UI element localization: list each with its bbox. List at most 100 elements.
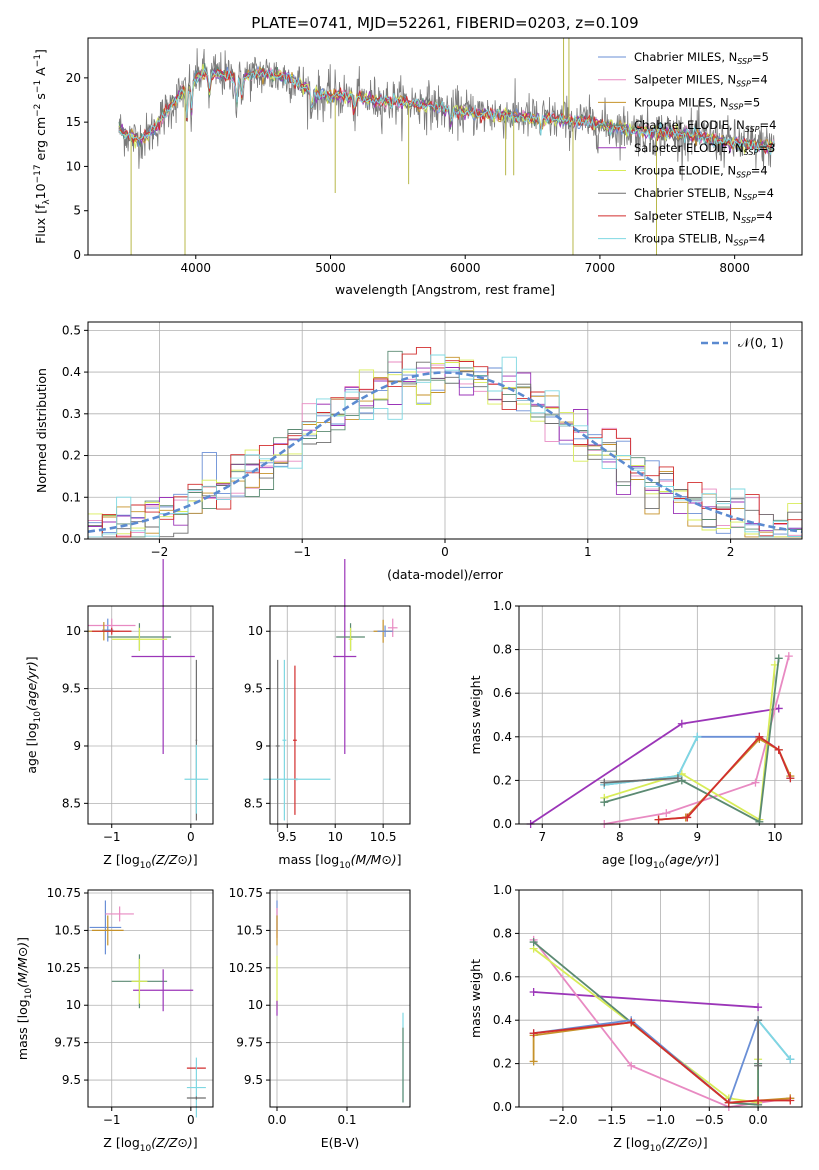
weight-point (662, 809, 671, 818)
legend-sub: SSP (729, 102, 744, 111)
y-tick-label: 9.5 (244, 682, 263, 696)
label-sub: 10 (653, 861, 665, 871)
y-tick-label: 9 (73, 739, 81, 753)
legend-entry: Salpeter STELIB, NSSP=4 (634, 209, 773, 225)
x-tick-label: −1.0 (646, 1113, 675, 1127)
y-tick-label: 0.3 (62, 407, 81, 421)
label-part: mass [log (278, 852, 339, 867)
legend-entry: Kroupa ELODIE, NSSP=4 (634, 164, 768, 180)
weight-series (530, 707, 779, 825)
y-tick-label: 0.2 (493, 773, 512, 787)
y-tick-label: 0.6 (493, 970, 512, 984)
legend-text: =4 (751, 164, 768, 178)
weight-point (754, 1096, 763, 1105)
y-tick-label: 10.25 (47, 961, 81, 975)
weight-point (600, 798, 609, 807)
y-tick-label: 10.75 (47, 886, 81, 900)
legend-sub: SSP (745, 125, 760, 134)
weight-point (627, 1061, 636, 1070)
weight-point (673, 774, 682, 783)
label-part: Z [log (103, 1135, 139, 1150)
weight-point (786, 774, 795, 783)
weight-series (533, 1018, 791, 1105)
weight-series (757, 1019, 791, 1060)
y-tick-label: 9.5 (62, 682, 81, 696)
weight-series (604, 777, 678, 784)
legend-entry: Chabrier STELIB, NSSP=4 (634, 186, 774, 202)
model-spectrum (118, 67, 775, 156)
label-part: (M/M⊙) (351, 852, 397, 867)
y-tick-label: 9 (255, 739, 263, 753)
weight-point (529, 987, 538, 996)
x-tick-label: 8 (616, 830, 624, 844)
weight-point (751, 778, 760, 787)
label-part: (age/yr) (24, 661, 39, 711)
x-tick-label: −1 (103, 1113, 121, 1127)
legend-sub: SSP (744, 148, 759, 157)
x-tick-label: 0 (187, 1113, 195, 1127)
legend-text: Kroupa MILES, N (634, 95, 729, 109)
residuals-panel: −2 −1 0 1 2 0.0 0.1 0.2 0.3 0.4 0.5 (data-model)/er… (34, 321, 803, 582)
weight-point (754, 1061, 763, 1070)
legend-text: =4 (757, 186, 774, 200)
legend-sub: SSP (742, 193, 757, 202)
weight-point (786, 1096, 795, 1105)
spectrum-panel: 4000 5000 6000 7000 8000 0 5 10 15 20 wavelength [… (33, 37, 803, 297)
x-tick-label: 0.1 (337, 1113, 356, 1127)
x-tick-label: 8000 (719, 261, 750, 275)
axes-frame (87, 889, 214, 1108)
label-part: A (33, 67, 48, 80)
weight-series (533, 1021, 791, 1104)
legend-text: Salpeter MILES, N (634, 73, 736, 87)
y-tick-label: 0.0 (493, 1100, 512, 1114)
x-tick-label: 0 (187, 830, 195, 844)
x-tick-label: 10 (328, 830, 343, 844)
weight-point (529, 1029, 538, 1038)
y-tick-label: 10 (66, 624, 81, 638)
legend-sub: SSP (737, 57, 752, 66)
legend-entry: Kroupa MILES, NSSP=5 (634, 95, 760, 111)
y-tick-label: 0.0 (62, 532, 81, 546)
legend-text: Salpeter ELODIE, N (634, 141, 744, 155)
label-part: age [log (602, 852, 653, 867)
mass-vs-ebv-panel: 0.0 0.1 9.5 9.75 10 10.25 10.5 10.75 E(B-V) (229, 886, 411, 1150)
label-part: (Z/Z⊙) (151, 1135, 193, 1150)
y-tick-label: 10.75 (229, 886, 263, 900)
label-sub: 10 (140, 1144, 152, 1154)
x-tick-label: −1 (293, 545, 311, 559)
legend-sub: SSP (736, 80, 751, 89)
x-axis-label: mass [log10(M/M⊙)] (278, 852, 401, 871)
legend-text: Kroupa ELODIE, N (634, 164, 736, 178)
weight-point (724, 1098, 733, 1107)
x-axis-label: Z [log10(Z/Z⊙)] (613, 1135, 707, 1154)
y-tick-label: 5 (73, 204, 81, 218)
legend-entry: Chabrier ELODIE, NSSP=4 (634, 118, 776, 134)
x-tick-label: 10 (767, 830, 782, 844)
x-tick-label: −1.5 (597, 1113, 626, 1127)
y-axis-label: Flux [fλ10−17 erg cm−2 s−1 A−1] (33, 49, 52, 244)
label-sub: 10 (33, 711, 43, 723)
y-tick-label: 10.25 (229, 961, 263, 975)
legend-entry: Salpeter ELODIE, NSSP=3 (634, 141, 775, 157)
y-tick-label: 9.5 (244, 1073, 263, 1087)
legend-text: =4 (760, 118, 777, 132)
x-tick-label: 4000 (181, 261, 212, 275)
y-tick-label: 15 (66, 115, 81, 129)
y-axis-label: Normed distribution (34, 368, 49, 493)
legend-entry: 𝒩(0, 1) (738, 335, 784, 350)
weight-series (604, 658, 780, 824)
label-part: −1 (33, 54, 43, 67)
label-part: ] (33, 49, 48, 54)
legend-sub: SSP (734, 239, 749, 248)
x-tick-label: 10.5 (370, 830, 397, 844)
y-tick-label: 0.4 (62, 365, 81, 379)
x-tick-label: −2.0 (548, 1113, 577, 1127)
label-part: Z [log (613, 1135, 649, 1150)
x-axis-label: wavelength [Angstrom, rest frame] (335, 282, 555, 297)
x-axis-label: age [log10(age/yr)] (602, 852, 719, 871)
